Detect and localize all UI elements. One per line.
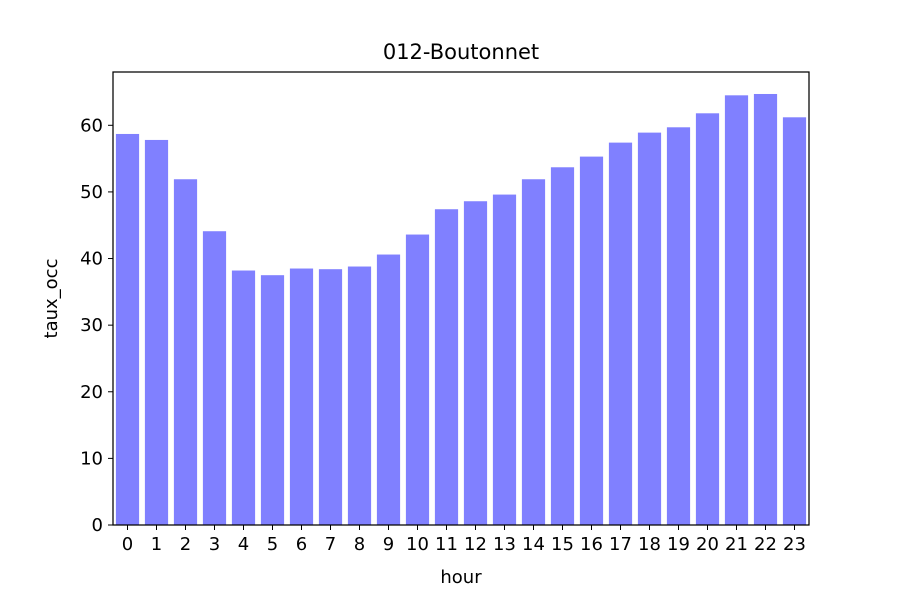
bar-15 (550, 167, 575, 525)
y-tick-label: 30 (80, 315, 103, 336)
bar-16 (579, 156, 604, 525)
bar-22 (753, 93, 778, 525)
bar-17 (608, 142, 633, 526)
bar-4 (231, 270, 256, 525)
bar-18 (637, 132, 662, 525)
bar-8 (347, 266, 372, 525)
bar-20 (695, 113, 720, 525)
x-tick-label: 22 (754, 534, 777, 555)
x-tick-label: 17 (609, 534, 632, 555)
x-axis-label: hour (440, 567, 482, 588)
bar-6 (289, 268, 314, 525)
x-tick-label: 3 (209, 534, 220, 555)
y-tick-label: 0 (92, 515, 103, 536)
chart-title: 012-Boutonnet (383, 40, 539, 64)
x-tick-label: 10 (406, 534, 429, 555)
bar-14 (521, 179, 546, 526)
bar-5 (260, 275, 285, 525)
x-tick-label: 0 (122, 534, 133, 555)
x-tick-label: 6 (296, 534, 307, 555)
x-tick-label: 16 (580, 534, 603, 555)
x-tick-label: 21 (725, 534, 748, 555)
x-tick-label: 20 (696, 534, 719, 555)
x-tick-label: 12 (464, 534, 487, 555)
x-tick-label: 19 (667, 534, 690, 555)
x-tick-label: 5 (267, 534, 278, 555)
bar-9 (376, 254, 401, 525)
bar-2 (173, 179, 198, 526)
x-tick-label: 14 (522, 534, 545, 555)
y-tick-label: 20 (80, 382, 103, 403)
x-tick-label: 13 (493, 534, 516, 555)
x-tick-label: 1 (151, 534, 162, 555)
bar-23 (782, 117, 807, 526)
bar-21 (724, 95, 749, 526)
bar-11 (434, 209, 459, 525)
bar-10 (405, 234, 430, 525)
x-tick-label: 7 (325, 534, 336, 555)
y-tick-label: 10 (80, 448, 103, 469)
x-tick-label: 18 (638, 534, 661, 555)
bar-3 (202, 231, 227, 525)
x-tick-label: 2 (180, 534, 191, 555)
x-tick-label: 9 (383, 534, 394, 555)
x-tick-label: 23 (783, 534, 806, 555)
y-tick-label: 40 (80, 249, 103, 270)
y-axis-label: taux_occ (41, 259, 62, 339)
x-tick-label: 8 (354, 534, 365, 555)
bar-7 (318, 269, 343, 525)
bar-1 (144, 139, 169, 525)
x-tick-label: 4 (238, 534, 249, 555)
x-tick-label: 11 (435, 534, 458, 555)
bar-0 (115, 133, 140, 525)
x-axis-ticks: 0 1 2 3 4 5 6 7 8 9 10 11 12 13 14 15 16 17 18 19 20 21 22 23 (122, 525, 806, 555)
bar-19 (666, 127, 691, 525)
bars-group (115, 93, 807, 526)
y-tick-label: 50 (80, 182, 103, 203)
plot-frame (112, 71, 810, 526)
bar-13 (492, 194, 517, 525)
y-tick-label: 60 (80, 115, 103, 136)
x-tick-label: 15 (551, 534, 574, 555)
y-axis-ticks: 0 10 20 30 40 50 60 (80, 115, 113, 536)
bar-12 (463, 201, 488, 526)
